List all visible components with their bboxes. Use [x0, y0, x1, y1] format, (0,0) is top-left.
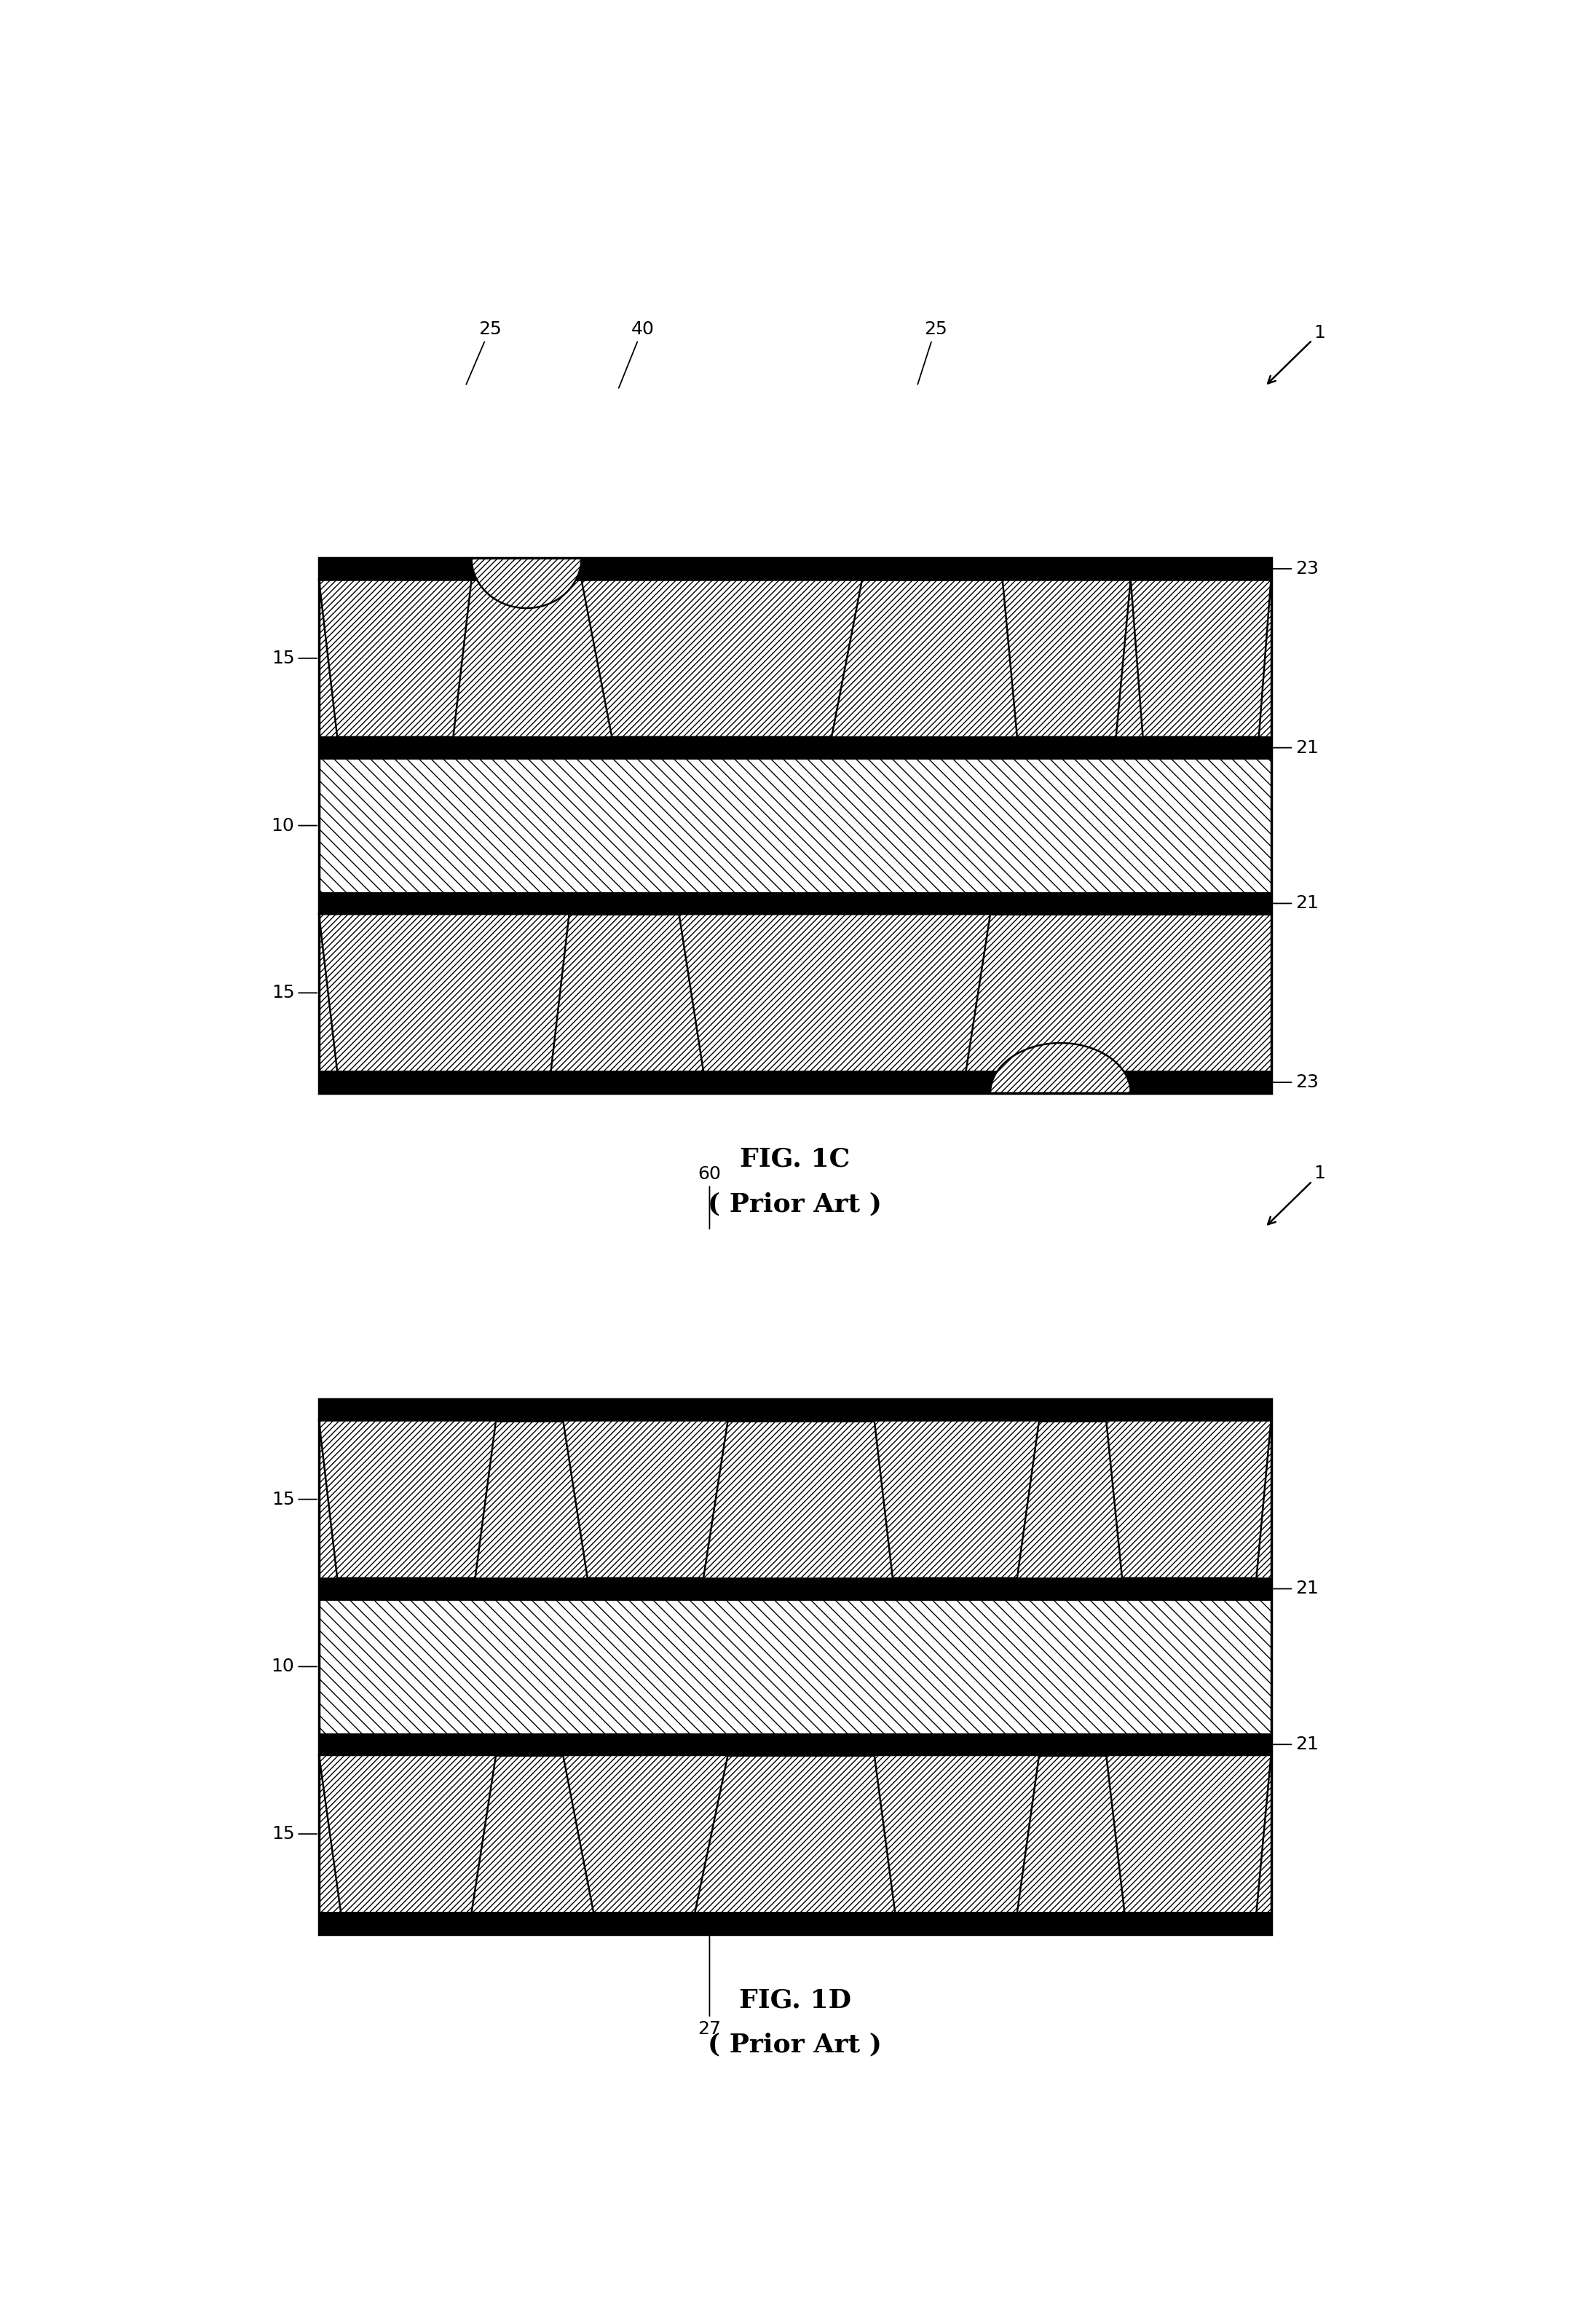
Polygon shape: [581, 579, 862, 737]
Text: ( Prior Art ): ( Prior Art ): [709, 1192, 882, 1215]
Polygon shape: [318, 579, 471, 737]
Polygon shape: [679, 913, 991, 1071]
Text: 23: 23: [1273, 1074, 1318, 1090]
Bar: [318, 558, 471, 579]
Bar: [679, 1071, 991, 1092]
Polygon shape: [874, 1420, 1040, 1578]
Bar: [1131, 558, 1271, 579]
Bar: [318, 579, 1271, 737]
Text: 21: 21: [1273, 1736, 1318, 1752]
Bar: [318, 892, 1271, 913]
Polygon shape: [1003, 579, 1131, 737]
Bar: [318, 737, 1271, 758]
Polygon shape: [318, 1420, 496, 1578]
Polygon shape: [318, 1755, 496, 1913]
Text: 21: 21: [1273, 895, 1318, 911]
Bar: [318, 558, 1271, 579]
Bar: [581, 558, 862, 579]
Bar: [318, 1399, 1271, 1420]
Text: 27: 27: [698, 1936, 721, 2038]
Text: 21: 21: [1273, 739, 1318, 758]
Bar: [1131, 558, 1271, 579]
Polygon shape: [318, 913, 569, 1071]
Text: 25: 25: [466, 321, 501, 383]
Text: FIG. 1D: FIG. 1D: [739, 1987, 850, 2013]
Polygon shape: [471, 558, 581, 609]
Bar: [318, 913, 1271, 1071]
Bar: [581, 558, 862, 579]
Text: 21: 21: [1273, 1580, 1318, 1597]
Text: ( Prior Art ): ( Prior Art ): [709, 2034, 882, 2057]
Polygon shape: [564, 1420, 728, 1578]
Polygon shape: [564, 1755, 728, 1913]
Bar: [318, 1755, 1271, 1913]
Polygon shape: [1131, 579, 1271, 737]
Bar: [318, 1913, 1271, 1934]
Bar: [318, 558, 471, 579]
Text: 60: 60: [698, 1164, 721, 1229]
Bar: [318, 1420, 1271, 1578]
Text: FIG. 1C: FIG. 1C: [740, 1146, 850, 1171]
Polygon shape: [1106, 1420, 1271, 1578]
Text: 10: 10: [271, 1657, 317, 1676]
Text: 40: 40: [619, 321, 654, 388]
Text: 1: 1: [1268, 1164, 1326, 1225]
Bar: [1131, 1071, 1271, 1092]
Text: 15: 15: [271, 1490, 317, 1508]
Text: 23: 23: [1273, 560, 1318, 579]
Text: 15: 15: [271, 983, 317, 1002]
Bar: [318, 1599, 1271, 1734]
Bar: [318, 1071, 1271, 1092]
Text: 15: 15: [271, 648, 317, 667]
Text: 15: 15: [271, 1824, 317, 1843]
Bar: [318, 1578, 1271, 1599]
Bar: [679, 1071, 991, 1092]
Polygon shape: [991, 1043, 1131, 1092]
Bar: [318, 758, 1271, 892]
Bar: [318, 1071, 569, 1092]
Text: 10: 10: [271, 816, 317, 834]
Text: 1: 1: [1268, 323, 1326, 383]
Text: 25: 25: [918, 321, 947, 383]
Bar: [1003, 558, 1131, 579]
Bar: [318, 1071, 569, 1092]
Bar: [1003, 558, 1131, 579]
Bar: [318, 558, 1271, 1092]
Bar: [318, 1399, 1271, 1934]
Polygon shape: [874, 1755, 1040, 1913]
Bar: [318, 1734, 1271, 1755]
Bar: [1131, 1071, 1271, 1092]
Polygon shape: [1106, 1755, 1271, 1913]
